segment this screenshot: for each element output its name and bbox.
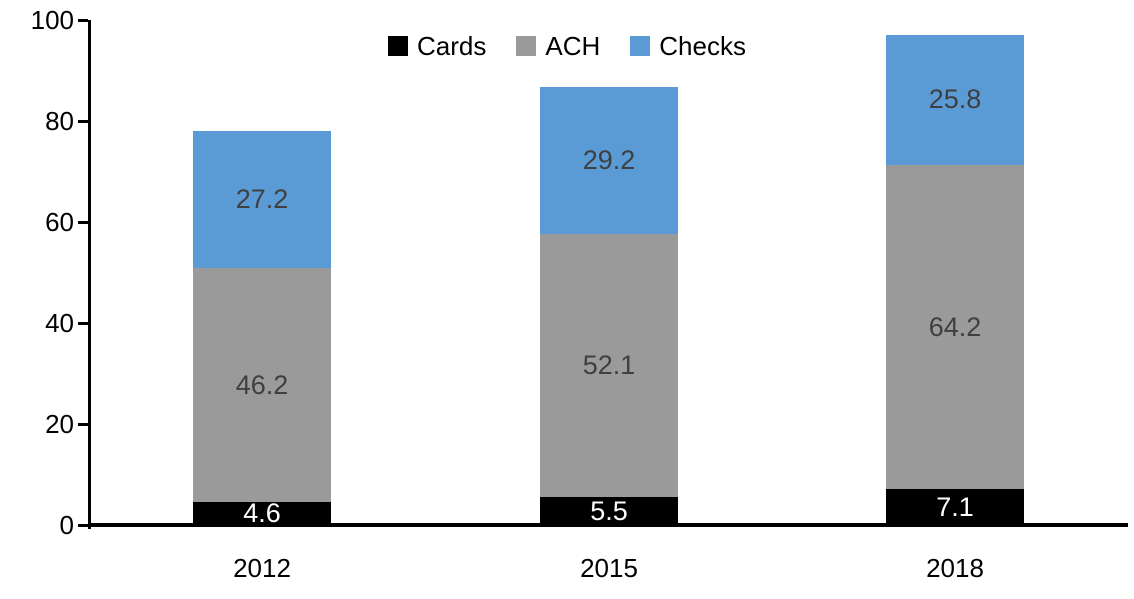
y-tick-label: 80	[45, 106, 74, 136]
legend-swatch-cards	[388, 36, 409, 56]
segment-value-label: 5.5	[590, 495, 628, 526]
bar-2015-segment-checks: 29.2	[540, 86, 678, 235]
segment-value-label: 64.2	[928, 311, 982, 342]
legend-item-ach: ACH	[516, 31, 600, 61]
y-tick-mark	[78, 19, 88, 22]
y-tick-label: 0	[59, 510, 74, 540]
segment-value-label: 27.2	[235, 184, 289, 215]
segment-value-label: 29.2	[582, 144, 636, 175]
y-tick-label: 40	[45, 308, 74, 338]
bar-2012-segment-checks: 27.2	[193, 131, 331, 269]
y-tick-mark	[78, 221, 88, 224]
bar-2012-segment-ach: 46.2	[193, 268, 331, 502]
x-category-label-2015: 2015	[580, 553, 638, 583]
segment-value-label: 52.1	[582, 350, 636, 381]
segment-value-label: 4.6	[243, 497, 281, 528]
y-tick-mark	[78, 524, 88, 527]
y-tick-label: 100	[30, 5, 74, 35]
legend-item-cards: Cards	[388, 31, 486, 61]
chart-legend: Cards ACH Checks	[0, 31, 1134, 61]
x-category-label-2012: 2012	[233, 553, 291, 583]
legend-label: ACH	[545, 31, 601, 61]
legend-swatch-checks	[630, 36, 651, 56]
bar-2018-segment-cards: 7.1	[886, 489, 1024, 525]
x-axis	[88, 523, 1128, 527]
y-tick-mark	[78, 322, 88, 325]
bar-2018-segment-ach: 64.2	[886, 164, 1024, 490]
segment-value-label: 25.8	[928, 84, 982, 115]
y-axis	[88, 20, 91, 529]
bar-2015-segment-ach: 52.1	[540, 234, 678, 498]
legend-item-checks: Checks	[630, 31, 746, 61]
y-tick-label: 20	[45, 409, 74, 439]
bar-2012-segment-cards: 4.6	[193, 497, 331, 528]
legend-swatch-ach	[516, 36, 537, 56]
segment-value-label: 7.1	[936, 491, 974, 522]
segment-value-label: 46.2	[235, 369, 289, 400]
legend-label: Checks	[659, 31, 746, 61]
bar-2015-segment-cards: 5.5	[540, 497, 678, 525]
y-tick-label: 60	[45, 207, 74, 237]
x-category-label-2018: 2018	[926, 553, 984, 583]
legend-label: Cards	[417, 31, 487, 61]
bar-2018-segment-checks: 25.8	[886, 34, 1024, 165]
y-tick-mark	[78, 120, 88, 123]
y-tick-mark	[78, 423, 88, 426]
